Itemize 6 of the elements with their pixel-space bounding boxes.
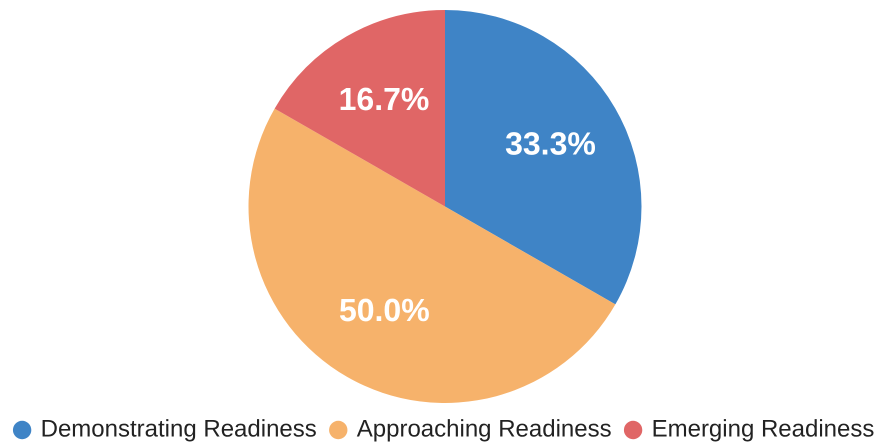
data-label: 33.3% [505,125,596,162]
legend-label: Demonstrating Readiness [40,416,317,443]
legend-label: Approaching Readiness [356,416,612,443]
legend-label: Emerging Readiness [652,416,874,443]
data-label: 16.7% [338,80,430,117]
data-label: 50.0% [338,292,430,328]
